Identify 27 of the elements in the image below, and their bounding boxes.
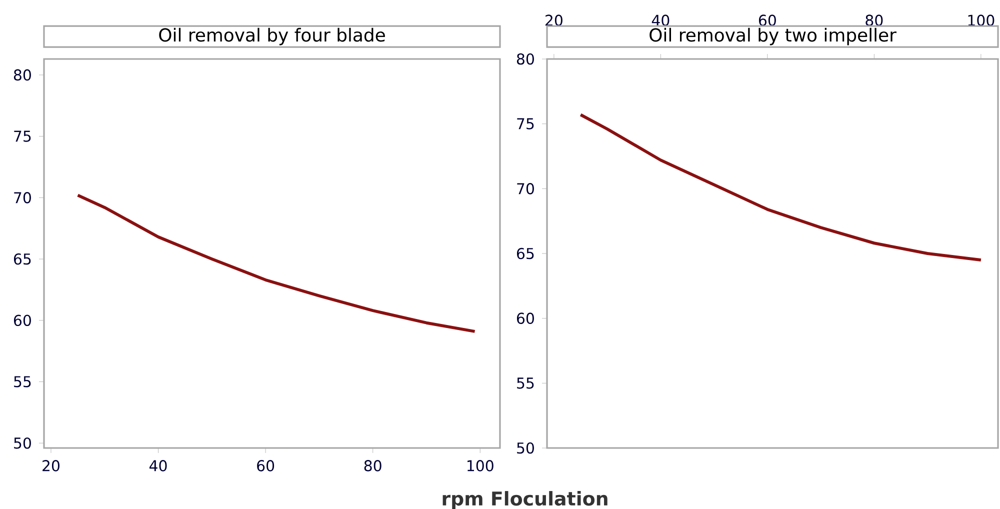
x-tick-label: 20 bbox=[42, 460, 60, 472]
line-series bbox=[76, 194, 476, 333]
chart-title: Oil removal by four blade bbox=[159, 28, 385, 46]
y-tick-label: 65 bbox=[14, 253, 31, 265]
y-tick-label: 80 bbox=[14, 69, 31, 81]
y-tick-label: 75 bbox=[517, 118, 534, 130]
x-tick-label: 60 bbox=[758, 14, 776, 26]
y-tick-label: 55 bbox=[517, 378, 534, 389]
y-tick-label: 70 bbox=[517, 183, 534, 194]
x-tick-label: 60 bbox=[257, 460, 274, 472]
y-tick-label: 75 bbox=[14, 130, 31, 142]
y-tick-label: 70 bbox=[14, 192, 31, 204]
y-tick-label: 80 bbox=[516, 53, 534, 65]
y-tick-label: 65 bbox=[516, 248, 534, 260]
y-tick-label: 50 bbox=[517, 442, 534, 454]
y-tick-label: 60 bbox=[516, 312, 534, 324]
line-series bbox=[579, 113, 982, 262]
x-axis-title: rpm Floculation bbox=[442, 491, 608, 509]
x-tick-label: 40 bbox=[149, 460, 167, 472]
chart-title: Oil removal by two impeller bbox=[650, 28, 896, 46]
x-tick-label: 80 bbox=[866, 14, 883, 26]
y-tick-label: 55 bbox=[14, 376, 31, 388]
x-tick-label: 80 bbox=[364, 460, 382, 472]
y-tick-label: 60 bbox=[14, 314, 31, 326]
y-tick-label: 50 bbox=[14, 437, 31, 449]
x-tick-label: 100 bbox=[468, 460, 494, 472]
x-tick-label: 40 bbox=[652, 14, 670, 26]
